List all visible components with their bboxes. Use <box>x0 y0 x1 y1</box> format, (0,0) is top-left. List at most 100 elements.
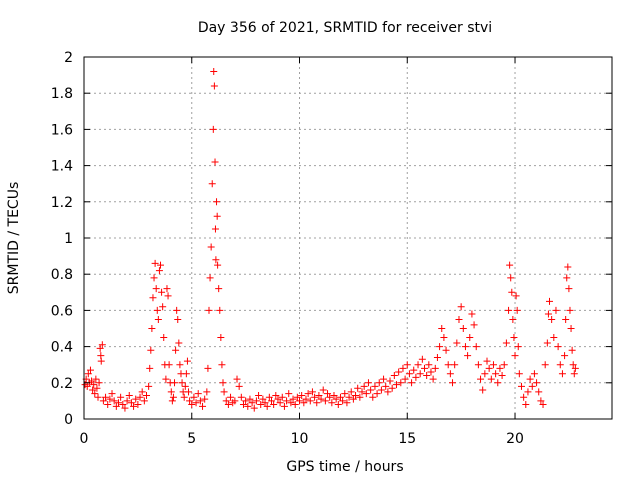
y-tick-label: 1.4 <box>51 159 73 175</box>
data-point <box>283 397 291 405</box>
data-point <box>564 263 572 271</box>
data-point <box>514 343 522 351</box>
data-point <box>483 357 491 365</box>
data-point <box>265 393 273 401</box>
data-point <box>511 352 519 360</box>
data-point <box>308 388 316 396</box>
data-point <box>313 399 321 407</box>
data-point <box>140 397 148 405</box>
data-point <box>410 366 418 374</box>
data-point <box>354 384 362 392</box>
data-point <box>302 395 310 403</box>
y-tick-label: 0.8 <box>51 267 73 283</box>
data-point <box>571 364 579 372</box>
data-point <box>84 370 92 378</box>
data-point <box>194 390 202 398</box>
data-point <box>246 395 254 403</box>
data-point <box>459 325 467 332</box>
data-point <box>380 375 388 383</box>
data-point <box>211 225 219 233</box>
data-point <box>188 401 196 409</box>
data-point <box>345 393 353 401</box>
data-point <box>509 315 517 323</box>
data-point <box>93 384 101 392</box>
data-point <box>178 379 186 387</box>
data-point <box>222 397 230 405</box>
data-point <box>388 384 396 392</box>
data-point <box>449 379 457 387</box>
data-point <box>489 361 497 369</box>
data-point <box>218 361 226 369</box>
data-point <box>367 386 375 394</box>
data-point <box>364 379 372 387</box>
data-point <box>474 361 482 369</box>
data-point <box>158 288 166 296</box>
data-point <box>211 158 219 166</box>
data-point <box>319 386 327 394</box>
data-point <box>520 393 528 401</box>
data-point <box>530 370 538 378</box>
data-point <box>423 372 431 380</box>
data-point <box>315 391 323 399</box>
y-tick-label: 0.4 <box>51 340 73 356</box>
data-point <box>326 393 334 401</box>
data-point <box>208 180 216 188</box>
y-tick-label: 0 <box>64 412 73 428</box>
data-point <box>83 382 91 390</box>
data-point <box>86 366 94 374</box>
data-point <box>132 395 140 403</box>
data-point <box>214 261 222 269</box>
y-tick-label: 0.6 <box>51 303 73 319</box>
data-point <box>98 341 106 349</box>
data-point <box>330 391 338 399</box>
data-point <box>558 370 566 378</box>
data-point <box>153 306 161 314</box>
data-point <box>479 386 487 394</box>
data-point <box>477 375 485 383</box>
data-point <box>201 395 209 403</box>
data-point <box>163 285 171 293</box>
data-point <box>358 388 366 396</box>
data-point <box>248 399 256 407</box>
data-point <box>125 391 133 399</box>
data-point <box>371 382 379 390</box>
data-point <box>114 399 122 407</box>
data-point <box>210 67 218 75</box>
data-point <box>217 334 225 342</box>
data-point <box>176 361 184 369</box>
data-point <box>433 353 441 361</box>
data-point <box>102 393 110 401</box>
data-point <box>339 397 347 405</box>
data-point <box>506 261 514 269</box>
data-point <box>274 395 282 403</box>
data-point <box>192 399 200 407</box>
data-point <box>362 390 370 398</box>
grid-lines <box>84 57 612 419</box>
data-point <box>395 368 403 376</box>
data-point <box>296 397 304 405</box>
data-point <box>117 393 125 401</box>
data-point <box>112 402 120 410</box>
data-point <box>151 259 159 267</box>
data-point <box>562 315 570 323</box>
data-point <box>544 310 552 318</box>
data-point <box>561 352 569 360</box>
data-point <box>510 334 518 342</box>
data-point <box>352 391 360 399</box>
data-point <box>239 401 247 409</box>
data-point <box>127 399 135 407</box>
data-point <box>159 303 167 311</box>
data-point <box>276 399 284 407</box>
data-point <box>91 390 99 398</box>
data-point <box>570 370 578 378</box>
data-point <box>278 393 286 401</box>
data-point <box>425 361 433 369</box>
data-point <box>390 372 398 380</box>
data-point <box>244 402 252 410</box>
data-point <box>392 381 400 389</box>
data-point <box>347 388 355 396</box>
data-point <box>524 388 532 396</box>
data-point <box>145 382 153 390</box>
data-point <box>405 370 413 378</box>
